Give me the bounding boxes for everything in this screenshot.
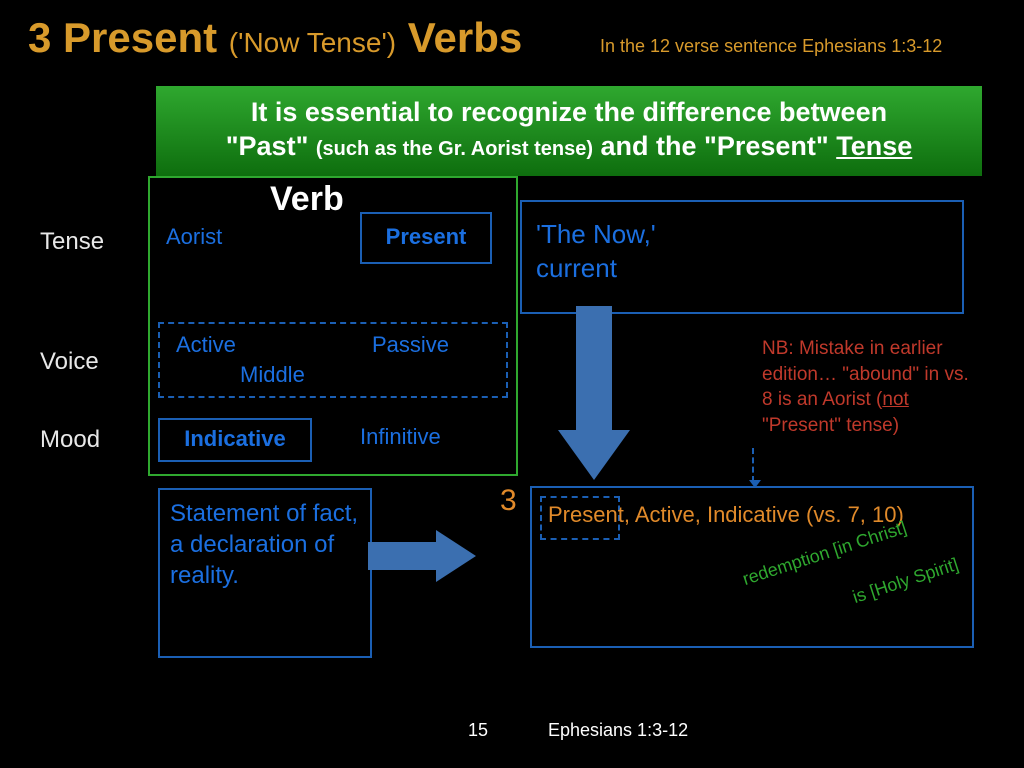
arrow-right-shaft: [368, 542, 438, 570]
count-three: 3: [500, 484, 517, 518]
banner: It is essential to recognize the differe…: [156, 86, 982, 176]
slide-stage: 3 Present ('Now Tense') Verbs In the 12 …: [0, 0, 1024, 768]
now-text: 'The Now,' current: [536, 218, 656, 286]
now-line1: 'The Now,': [536, 219, 656, 249]
title-word-verbs: Verbs: [408, 14, 522, 61]
page-number: 15: [468, 720, 488, 741]
banner-past: "Past": [226, 131, 309, 161]
banner-andthe: and the: [601, 131, 697, 161]
statement-box: Statement of fact, a declaration of real…: [158, 488, 372, 658]
nb-not: not: [882, 389, 908, 410]
nb-prefix: NB: Mistake in earlier edition… "abound"…: [762, 338, 969, 410]
banner-present: "Present": [704, 131, 829, 161]
nb-suffix: "Present" tense): [762, 415, 899, 436]
banner-paren: (such as the Gr. Aorist tense): [316, 138, 593, 160]
title-word-present: Present: [63, 14, 217, 61]
title-paren: ('Now Tense'): [229, 27, 396, 58]
arrow-down-head: [558, 430, 630, 480]
arrow-right-head: [436, 530, 476, 582]
voice-passive: Passive: [372, 332, 449, 358]
arrow-down-shaft: [576, 306, 612, 434]
dashed-arrow-down: [752, 448, 754, 482]
title-number: 3: [28, 14, 51, 61]
row-label-tense: Tense: [40, 228, 104, 256]
mood-indicative-box: Indicative: [158, 418, 312, 462]
row-label-voice: Voice: [40, 348, 99, 376]
subtitle-right: In the 12 verse sentence Ephesians 1:3-1…: [600, 36, 942, 57]
nb-note: NB: Mistake in earlier edition… "abound"…: [762, 336, 972, 439]
now-line2: current: [536, 253, 617, 283]
arrow-right: [368, 530, 478, 582]
slide-title: 3 Present ('Now Tense') Verbs: [28, 14, 522, 62]
arrow-down: [558, 306, 630, 484]
banner-line1: It is essential to recognize the differe…: [251, 97, 887, 127]
voice-active: Active: [176, 332, 236, 358]
row-label-mood: Mood: [40, 426, 100, 454]
banner-tense: Tense: [836, 131, 912, 161]
footer-reference: Ephesians 1:3-12: [548, 720, 688, 741]
tense-present-box: Present: [360, 212, 492, 264]
pai-text: Present, Active, Indicative (vs. 7, 10): [548, 502, 904, 528]
mood-infinitive: Infinitive: [360, 424, 441, 450]
voice-middle: Middle: [240, 362, 305, 388]
tense-aorist: Aorist: [166, 224, 222, 250]
